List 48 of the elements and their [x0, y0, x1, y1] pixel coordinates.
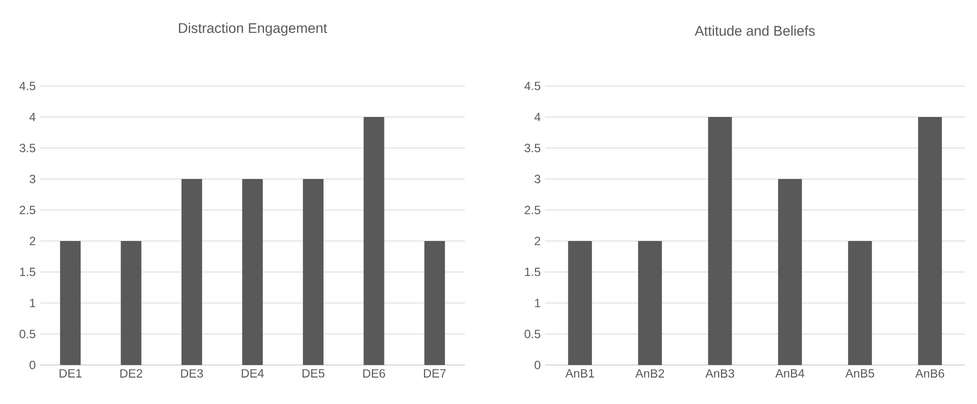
x-tick-label: DE3	[181, 369, 203, 378]
y-tick-label: 0	[30, 360, 36, 370]
y-tick-label: 0.5	[20, 330, 36, 338]
x-tick-label: AnB1	[565, 369, 594, 378]
y-tick-label: 4.5	[524, 82, 540, 90]
x-tick-label: AnB6	[915, 369, 944, 378]
x-tick-label: AnB2	[635, 369, 664, 378]
bar	[568, 240, 592, 365]
y-tick-label: 4.5	[19, 82, 36, 90]
chart-title: Distraction Engagement	[178, 22, 328, 36]
bar	[424, 240, 445, 365]
y-tick-label: 4	[534, 112, 540, 122]
y-tick-label: 3.5	[20, 144, 36, 152]
y-tick-label: 0	[534, 360, 540, 370]
bar	[120, 240, 142, 365]
y-tick-label: 3	[30, 174, 36, 184]
y-tick-label: 1.5	[525, 268, 540, 276]
bar	[364, 116, 384, 365]
bar	[778, 178, 802, 365]
bar	[60, 240, 81, 365]
y-tick-label: 2	[534, 236, 540, 246]
y-tick-label: 2.5	[524, 206, 540, 214]
bar	[302, 178, 324, 365]
bar	[638, 240, 662, 365]
y-tick-label: 2.5	[20, 206, 36, 214]
bar	[708, 116, 732, 365]
bar	[242, 178, 263, 365]
x-tick-label: DE7	[424, 369, 446, 378]
x-tick-label: AnB3	[705, 369, 734, 378]
y-tick-label: 1	[30, 298, 36, 308]
x-tick-label: AnB4	[775, 369, 804, 378]
y-tick-label: 3	[534, 174, 540, 184]
x-tick-label: DE6	[363, 369, 386, 378]
y-tick-label: 0.5	[524, 330, 540, 338]
x-tick-label: AnB5	[845, 369, 874, 378]
x-tick-label: DE4	[242, 369, 264, 378]
chart-title: Attitude and Beliefs	[694, 26, 815, 36]
y-tick-label: 1.5	[20, 268, 36, 276]
y-tick-label: 1	[535, 298, 540, 308]
bar	[182, 178, 202, 365]
x-tick-label: DE1	[60, 369, 82, 378]
y-tick-label: 2	[30, 236, 36, 246]
y-tick-label: 3.5	[524, 144, 540, 152]
bar	[848, 240, 872, 365]
x-tick-label: DE2	[120, 369, 142, 378]
y-tick-label: 4	[29, 112, 36, 122]
x-tick-label: DE5	[302, 369, 324, 378]
bar	[918, 116, 942, 365]
